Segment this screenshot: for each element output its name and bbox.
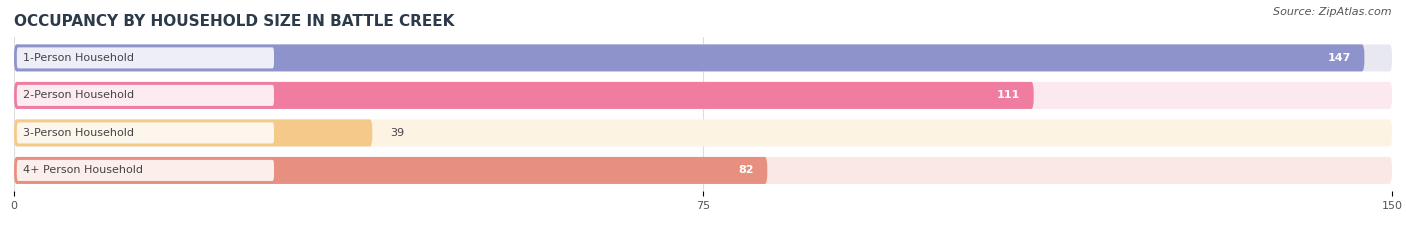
Text: Source: ZipAtlas.com: Source: ZipAtlas.com xyxy=(1274,7,1392,17)
FancyBboxPatch shape xyxy=(17,85,274,106)
Text: 82: 82 xyxy=(738,165,754,175)
FancyBboxPatch shape xyxy=(14,82,1033,109)
Text: 39: 39 xyxy=(391,128,405,138)
Text: OCCUPANCY BY HOUSEHOLD SIZE IN BATTLE CREEK: OCCUPANCY BY HOUSEHOLD SIZE IN BATTLE CR… xyxy=(14,14,454,29)
FancyBboxPatch shape xyxy=(17,122,274,144)
FancyBboxPatch shape xyxy=(14,120,373,146)
FancyBboxPatch shape xyxy=(14,157,768,184)
FancyBboxPatch shape xyxy=(14,157,1392,184)
Text: 3-Person Household: 3-Person Household xyxy=(24,128,134,138)
FancyBboxPatch shape xyxy=(14,120,1392,146)
FancyBboxPatch shape xyxy=(14,45,1392,71)
FancyBboxPatch shape xyxy=(17,47,274,69)
Text: 4+ Person Household: 4+ Person Household xyxy=(24,165,143,175)
FancyBboxPatch shape xyxy=(14,82,1392,109)
FancyBboxPatch shape xyxy=(14,45,1364,71)
Text: 2-Person Household: 2-Person Household xyxy=(24,90,135,100)
Text: 1-Person Household: 1-Person Household xyxy=(24,53,134,63)
FancyBboxPatch shape xyxy=(17,160,274,181)
Text: 147: 147 xyxy=(1327,53,1351,63)
Text: 111: 111 xyxy=(997,90,1019,100)
